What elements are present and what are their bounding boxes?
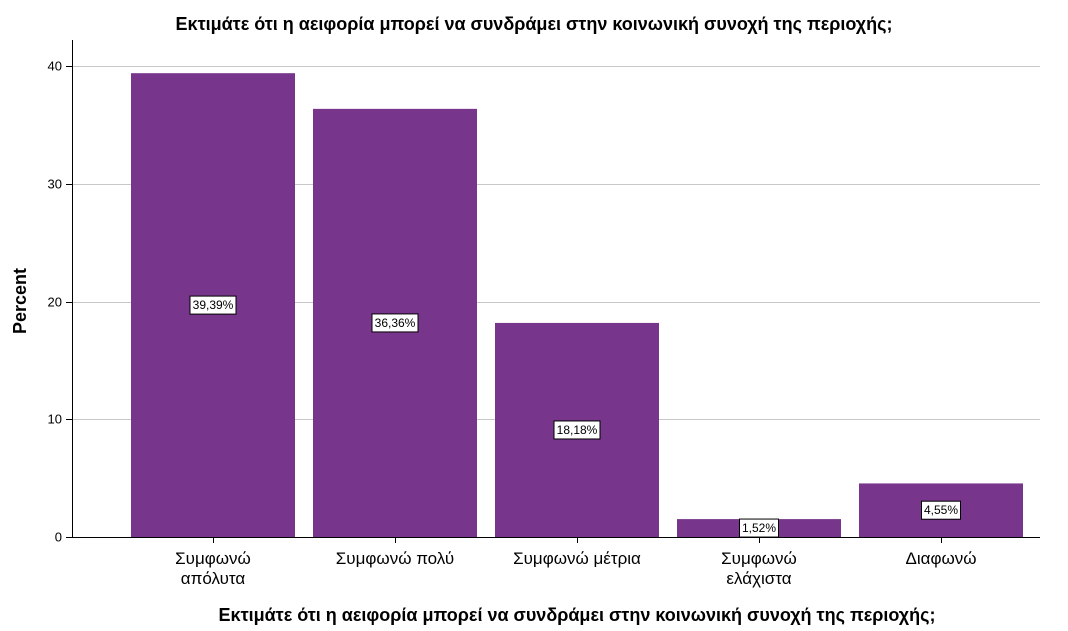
y-axis-ticks: 0 10 20 30 40 — [48, 59, 72, 545]
x-category-label: Συμφωνώ — [721, 549, 797, 568]
data-label-box — [921, 500, 961, 520]
data-label: 4,55% — [921, 500, 961, 520]
data-label-text: 4,55% — [924, 503, 958, 517]
y-tick-label: 20 — [48, 295, 62, 310]
y-tick-label: 30 — [48, 177, 62, 192]
data-label: 36,36% — [371, 313, 419, 333]
data-label: 1,52% — [739, 518, 779, 538]
y-tick-label: 0 — [55, 530, 62, 545]
x-category-label: ελάχιστα — [726, 569, 791, 588]
data-label-text: 36,36% — [375, 316, 416, 330]
y-tick-label: 40 — [48, 59, 62, 74]
data-label-text: 1,52% — [742, 521, 776, 535]
x-category-label: Συμφωνώ — [175, 549, 251, 568]
data-labels: 39,39% 36,36% 18,18% 1,52% 4,55% — [189, 295, 961, 538]
chart-title: Εκτιμάτε ότι η αειφορία μπορεί να συνδρά… — [175, 14, 893, 34]
y-axis-title: Percent — [10, 268, 30, 334]
data-label-box — [371, 313, 419, 333]
x-category-label: Συμφωνώ μέτρια — [513, 549, 641, 568]
y-tick-label: 10 — [48, 412, 62, 427]
data-label-text: 18,18% — [557, 423, 598, 437]
data-label-box — [189, 295, 237, 315]
x-category-label: απόλυτα — [181, 569, 246, 588]
x-axis-title: Εκτιμάτε ότι η αειφορία μπορεί να συνδρά… — [219, 605, 936, 625]
bars — [131, 73, 1023, 538]
data-label: 39,39% — [189, 295, 237, 315]
data-label-box — [553, 420, 601, 440]
data-label: 18,18% — [553, 420, 601, 440]
x-category-label: Συμφωνώ πολύ — [336, 549, 454, 568]
data-label-text: 39,39% — [193, 298, 234, 312]
x-category-label: Διαφωνώ — [905, 549, 976, 568]
